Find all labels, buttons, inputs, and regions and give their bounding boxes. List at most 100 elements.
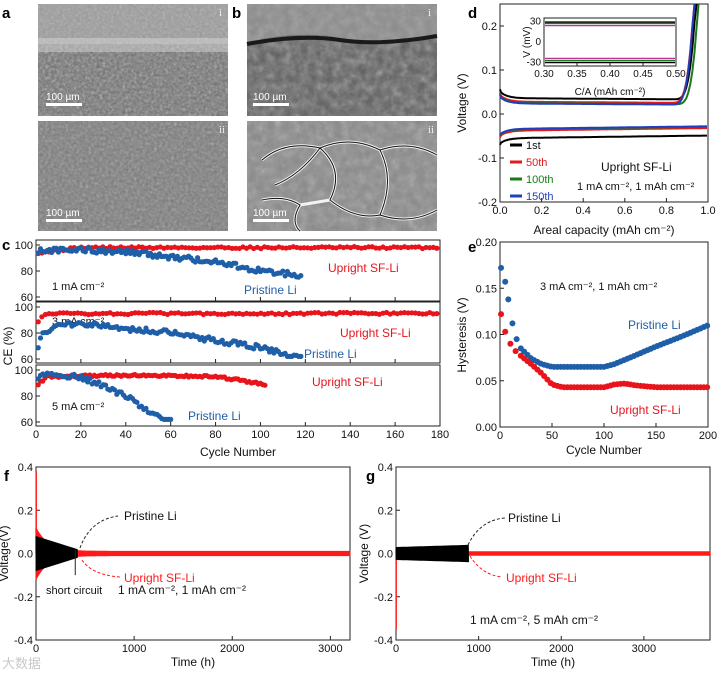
c1-series-label-1: Pristine Li (304, 347, 357, 361)
c1-point-sf (434, 311, 440, 317)
c2-xtick-label-5: 100 (251, 429, 269, 441)
c0-point-sf (229, 245, 235, 251)
d-xlabel: Areal capacity (mAh cm⁻²) (533, 223, 674, 237)
c2-xtick-label-8: 160 (386, 429, 404, 441)
d-legend-label-3: 150th (526, 191, 554, 203)
d-xtick-label-2: 0.4 (576, 205, 591, 217)
d-inset-ytick-label-1: 0 (535, 37, 541, 48)
g-xtick-label-1: 1000 (466, 643, 490, 655)
d-annotation: Upright SF-Li (601, 160, 672, 174)
e-xlabel: Cycle Number (566, 443, 642, 457)
g-trace-pristine (395, 544, 469, 563)
c2-point-sf (262, 382, 268, 388)
c2-xtick-label-4: 80 (209, 429, 221, 441)
d-inset-xtick-label-0: 0.30 (534, 69, 554, 80)
e-point-1 (502, 328, 509, 335)
c2-xtick-label-0: 0 (33, 429, 39, 441)
c2-point-sf (35, 382, 41, 388)
c1-point-pristine (35, 345, 41, 351)
g-callout-sf (469, 555, 503, 578)
watermark: 大数据 (2, 657, 41, 672)
f-trace-pristine (35, 536, 78, 571)
g-label-sf: Upright SF-Li (506, 571, 577, 585)
d-xtick-label-3: 0.6 (617, 205, 632, 217)
micrograph-a-ii: ii 100 µm (38, 121, 228, 231)
c0-series-label-1: Pristine Li (244, 283, 297, 297)
panel-letter-a: a (2, 5, 11, 22)
c0-ytick-label-1: 80 (21, 266, 33, 278)
c0-point-pristine (192, 259, 198, 265)
e-point-1 (512, 348, 519, 355)
d-curve-charge-150th (499, 3, 696, 106)
panel-letter-d: d (468, 5, 477, 22)
panel-letter-b: b (232, 5, 241, 22)
c2-series-label-0: Upright SF-Li (312, 375, 383, 389)
scale-text-a-ii: 100 µm (46, 208, 80, 219)
d-frame (499, 3, 709, 203)
g-label-pristine: Pristine Li (508, 511, 561, 525)
c2-point-pristine (168, 416, 174, 422)
c1-point-sf (35, 319, 41, 325)
c1-point-pristine (37, 335, 44, 341)
f-label-pristine: Pristine Li (124, 509, 177, 523)
g-ytick-label-1: -0.2 (374, 592, 393, 604)
c0-point-pristine (35, 250, 41, 256)
f-ytick-label-1: -0.2 (14, 592, 33, 604)
d-legend-label-1: 50th (526, 157, 547, 169)
c1-point-sf (57, 310, 63, 316)
d-inset-xtick-label-2: 0.40 (600, 69, 620, 80)
e-point-0 (498, 264, 505, 271)
c1-ytick-label-1: 80 (21, 328, 33, 340)
d-ytick-label-1: -0.1 (478, 153, 497, 165)
d-curve-discharge-1st (499, 134, 707, 146)
d-inset-xtick-label-1: 0.35 (567, 69, 587, 80)
g-condition: 1 mA cm⁻², 5 mAh cm⁻² (470, 613, 598, 627)
e-frame (499, 241, 709, 428)
d-ytick-label-3: 0.1 (482, 65, 497, 77)
e-ylabel: Hysteresis (V) (455, 297, 469, 372)
g-xtick-label-2: 2000 (549, 643, 573, 655)
d-legend-label-0: 1st (526, 140, 541, 152)
c0-point-pristine (143, 248, 149, 254)
c0-point-sf (434, 245, 440, 251)
c1-point-sf (193, 310, 199, 316)
f-callout-sf (81, 559, 121, 578)
e-point-0 (704, 322, 711, 329)
e-ytick-label-0: 0.00 (476, 422, 497, 434)
g-ytick-label-2: 0.0 (378, 549, 393, 561)
label-b-ii: ii (428, 124, 434, 136)
c0-point-pristine (298, 273, 304, 279)
micrograph-b-i: i 100 µm (246, 4, 438, 116)
c2-point-pristine (143, 405, 149, 411)
panel-letter-f: f (4, 468, 10, 485)
d-xtick-label-5: 1.0 (700, 205, 715, 217)
f-callout-pristine (79, 515, 119, 549)
scale-text-b-i: 100 µm (253, 92, 287, 103)
d-inset-xlabel: C/A (mAh cm⁻²) (575, 87, 646, 98)
c1-point-sf (100, 310, 106, 316)
scale-bar-a-ii (46, 219, 82, 222)
c0-series-label-0: Upright SF-Li (328, 261, 399, 275)
c2-point-pristine (134, 399, 140, 405)
micrograph-b-ii: ii 100 µm (247, 121, 438, 233)
c0-point-pristine (253, 269, 259, 275)
f-label-sf: Upright SF-Li (124, 571, 195, 585)
c1-point-pristine (233, 338, 239, 344)
e-point-0 (509, 320, 516, 327)
c0-point-pristine (174, 253, 180, 259)
d-legend-label-2: 100th (526, 174, 554, 186)
f-condition: 1 mA cm⁻², 1 mAh cm⁻² (118, 583, 246, 597)
c0-point-sf (366, 244, 372, 250)
e-ytick-label-4: 0.20 (476, 237, 497, 249)
c1-ytick-label-2: 60 (21, 354, 33, 366)
e-xtick-label-0: 0 (497, 430, 503, 442)
micrograph-a-i: i 100 µm (38, 4, 228, 116)
e-xtick-label-4: 200 (699, 430, 717, 442)
c0-point-pristine (282, 273, 288, 279)
c0-point-pristine (55, 249, 62, 255)
c2-point-pristine (78, 373, 84, 379)
f-xtick-label-1: 1000 (122, 643, 146, 655)
c0-point-pristine (195, 255, 201, 261)
c2-xtick-label-6: 120 (296, 429, 314, 441)
